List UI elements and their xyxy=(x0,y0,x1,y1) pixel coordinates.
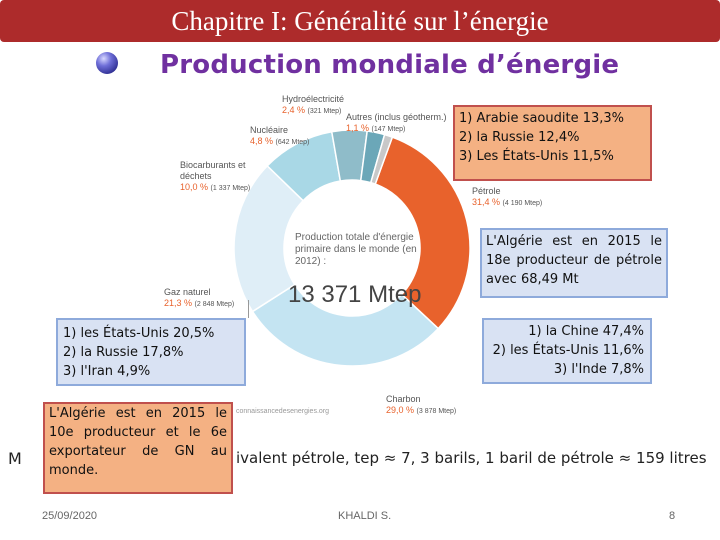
note-text: ivalent pétrole, tep ≈ 7, 3 barils, 1 ba… xyxy=(236,449,707,467)
bullet-sphere-icon xyxy=(96,52,118,74)
label-autres: Autres (inclus géotherm.) 1,1 % (147 Mte… xyxy=(346,112,447,133)
chart-center-title: Production totale d'énergie primaire dan… xyxy=(295,232,417,267)
label-gaz: Gaz naturel 21,3 % (2 848 Mtep) xyxy=(164,287,235,308)
slice-charbon xyxy=(251,283,440,367)
label-petrole: Pétrole 31,4 % (4 190 Mtep) xyxy=(472,186,543,207)
slice-autres xyxy=(369,133,394,186)
slide-title-bar: Chapitre I: Généralité sur l’énergie xyxy=(0,0,720,42)
coal-producers-box: 1) la Chine 47,4% 2) les États-Unis 11,6… xyxy=(482,318,652,384)
note-prefix: M xyxy=(8,449,22,468)
label-nucleaire: Nucléaire 4,8 % (642 Mtep) xyxy=(250,125,310,146)
slice-petrole xyxy=(374,136,471,330)
footer-date: 25/09/2020 xyxy=(42,510,98,522)
footer-author: KHALDI S. xyxy=(338,510,392,522)
algeria-gas-box: L'Algérie est en 2015 le 10e producteur … xyxy=(43,402,233,494)
label-hydro: Hydroélectricité 2,4 % (321 Mtep) xyxy=(282,94,345,115)
oil-producers-box: 1) Arabie saoudite 13,3% 2) la Russie 12… xyxy=(453,105,652,181)
slide-subtitle: Production mondiale d’énergie xyxy=(160,50,620,80)
footer-page-number: 8 xyxy=(669,510,676,522)
label-biocarburants: Biocarburants et déchets 10,0 % (1 337 M… xyxy=(180,160,251,192)
algeria-oil-box: L'Algérie est en 2015 le 18e producteur … xyxy=(480,228,668,298)
chart-source: connaissancedesenergies.org xyxy=(236,408,330,415)
chart-total: 13 371 Mtep xyxy=(288,281,422,308)
label-charbon: Charbon 29,0 % (3 878 Mtep) xyxy=(386,394,457,415)
slide-title: Chapitre I: Généralité sur l’énergie xyxy=(171,5,549,36)
gas-producers-box: 1) les États-Unis 20,5% 2) la Russie 17,… xyxy=(56,318,246,386)
connector-gas xyxy=(248,300,249,318)
